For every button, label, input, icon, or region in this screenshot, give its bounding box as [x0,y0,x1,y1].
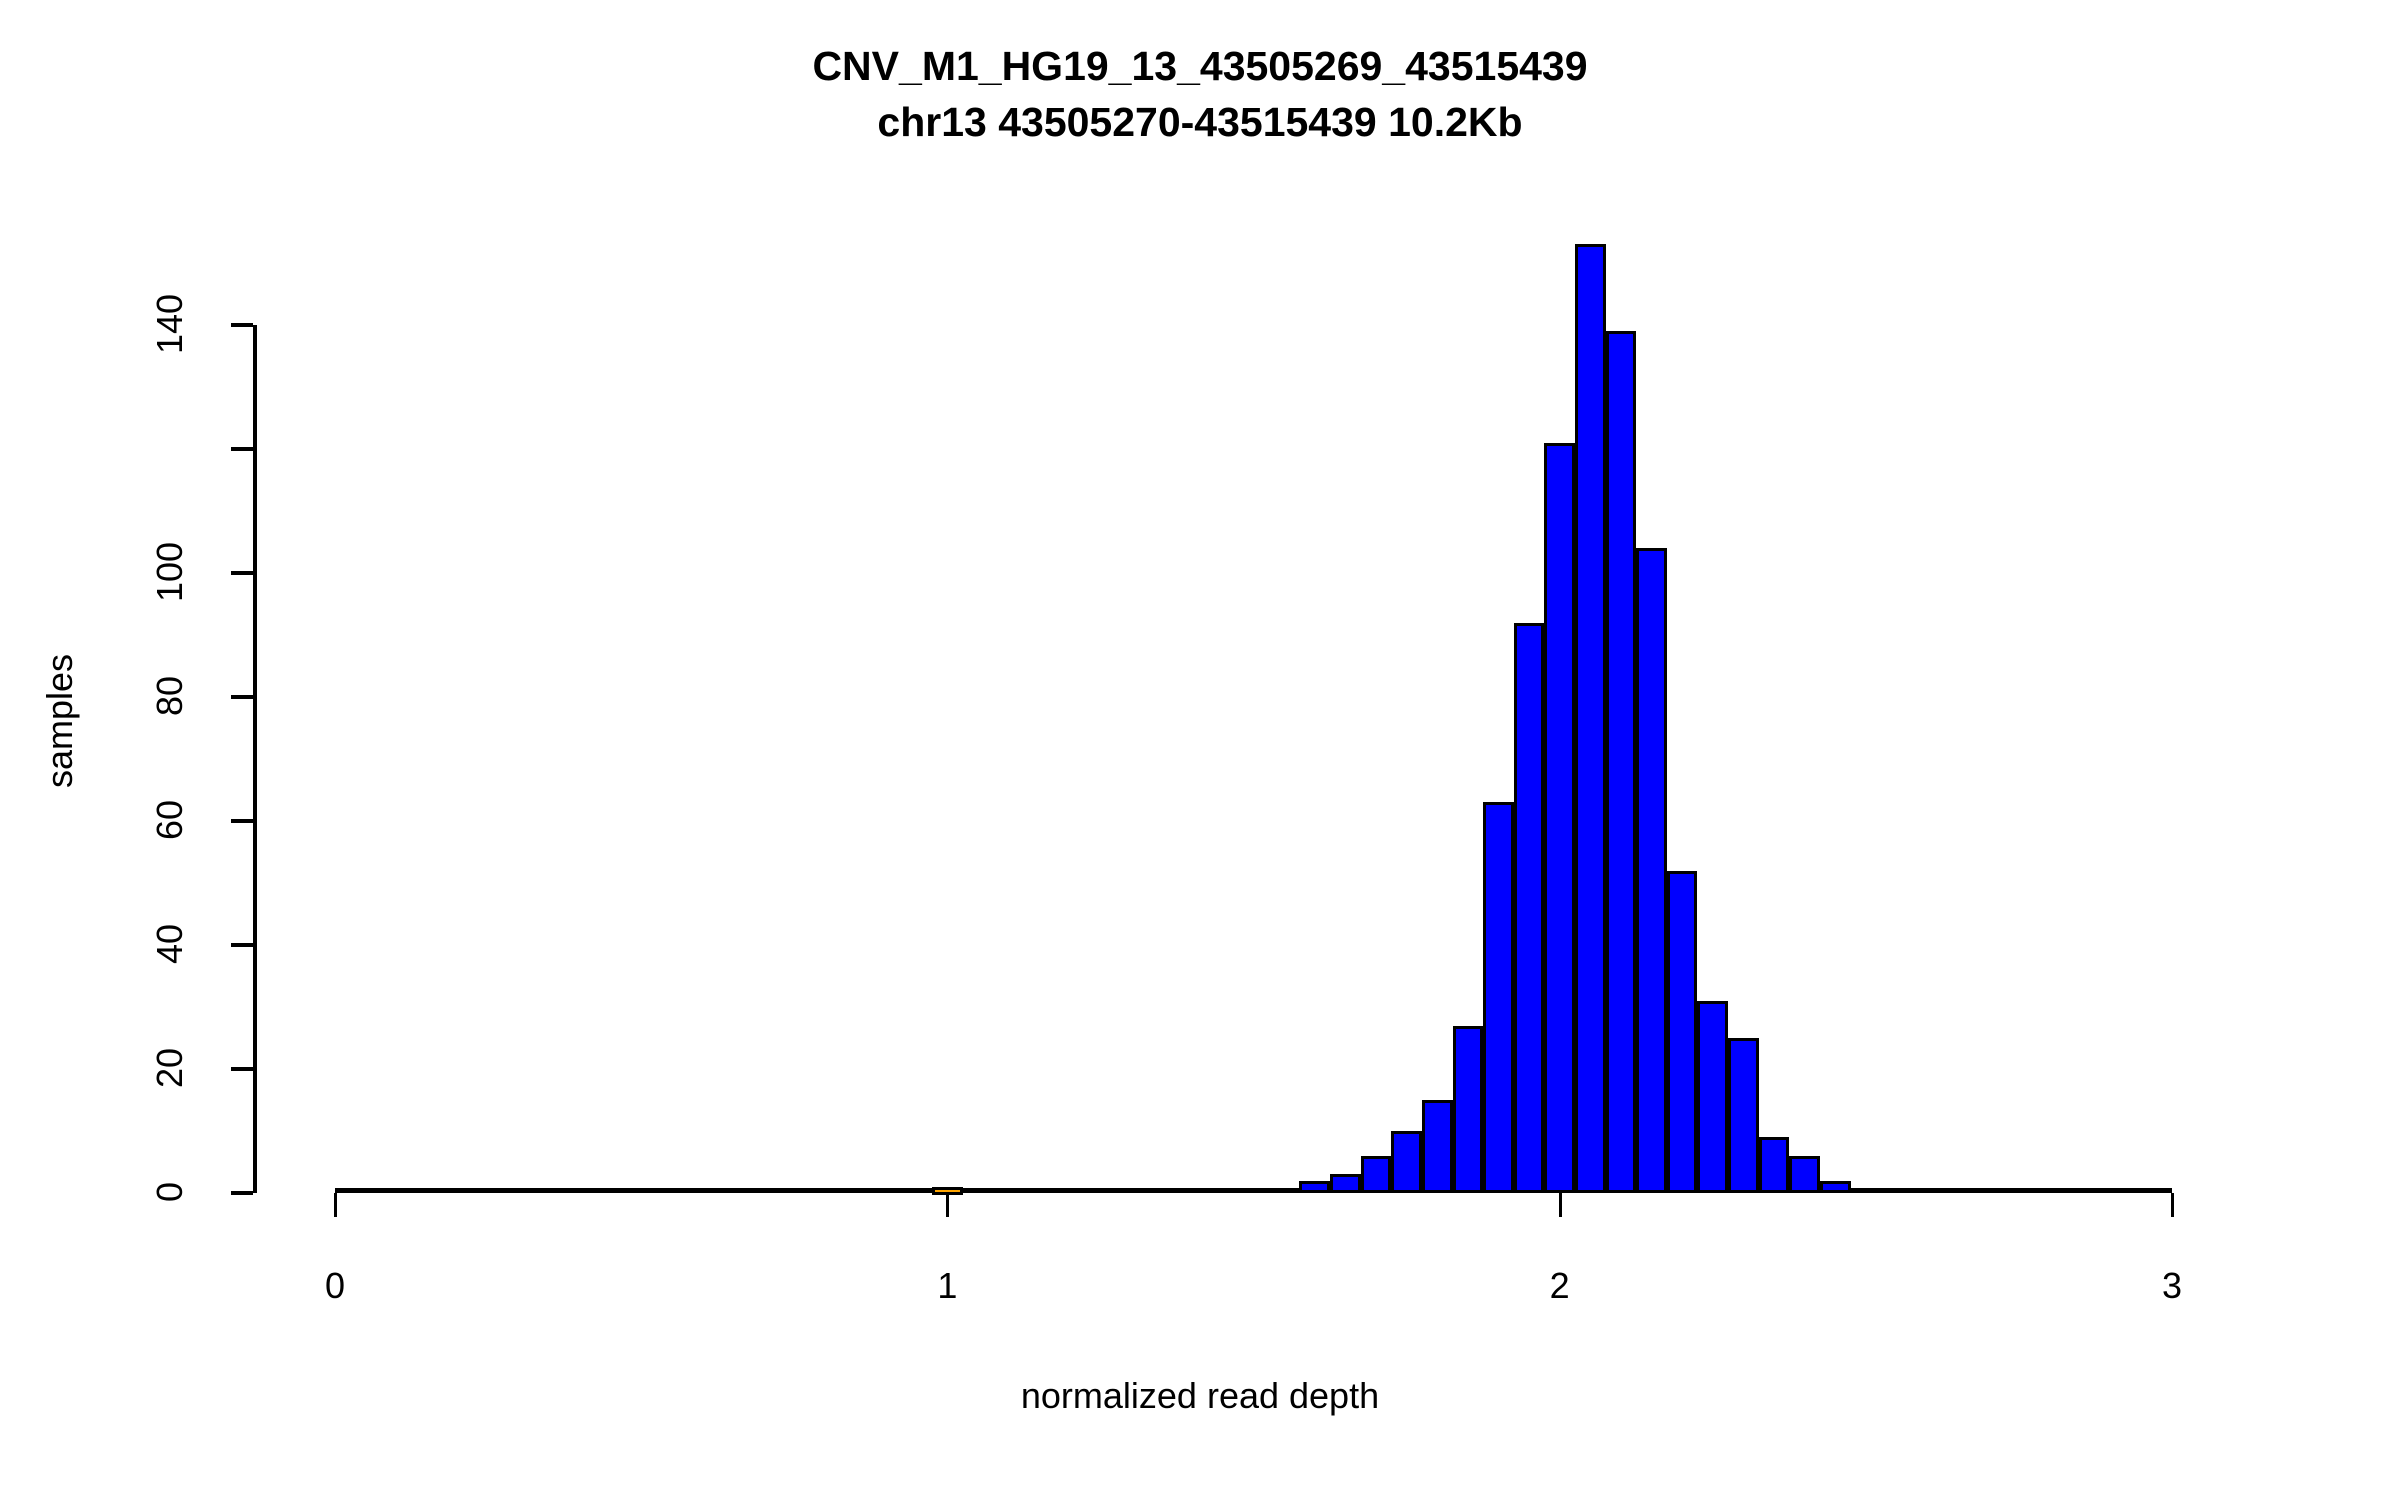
histogram-bar [1819,1180,1851,1193]
histogram-bar [1574,244,1606,1193]
histogram-bar [1758,1137,1790,1193]
chart-title: CNV_M1_HG19_13_43505269_43515439 chr13 4… [0,38,2400,150]
histogram-bar [1391,1131,1422,1193]
y-axis-tick-label: 140 [149,293,190,355]
histogram-bar [1483,802,1514,1193]
histogram-bar [1421,1100,1453,1193]
x-axis-tick [334,1193,337,1217]
y-axis-tick [231,1191,253,1195]
y-axis-tick-label: 20 [149,1047,190,1089]
histogram-bar [1299,1180,1331,1193]
y-axis-tick [231,695,253,699]
y-axis-tick [231,1067,253,1071]
title-line-2: chr13 43505270-43515439 10.2Kb [877,99,1523,145]
x-axis-tick [946,1193,950,1217]
y-axis-tick [231,323,253,327]
x-axis-tick-label: 2 [1549,1265,1570,1306]
x-axis-line [335,1188,2172,1193]
y-axis-tick-label: 80 [149,675,190,717]
y-axis-tick [231,943,253,947]
x-axis-tick-label: 1 [937,1265,958,1306]
y-axis-tick-label: 100 [149,541,190,603]
y-axis-tick-label: 60 [149,799,190,841]
histogram-bar [1452,1025,1484,1193]
y-axis-line [253,325,257,1193]
x-axis-tick-label: 3 [2161,1265,2183,1306]
y-axis-tick [231,819,253,823]
title-line-1: CNV_M1_HG19_13_43505269_43515439 [812,43,1588,89]
x-axis-tick [1558,1193,1562,1217]
x-axis-tick [2171,1193,2174,1217]
y-axis-tick-label: 40 [149,923,190,965]
histogram-bar [1728,1038,1759,1193]
histogram-bar [1666,870,1698,1193]
histogram-bar [1360,1155,1392,1193]
y-axis-tick-label: 0 [149,1181,190,1203]
histogram-bar [1605,331,1637,1193]
y-axis-tick [231,447,253,451]
histogram-bar [1513,622,1545,1193]
histogram-bar [1636,548,1667,1193]
histogram-bar [1789,1155,1820,1193]
histogram-bar [1544,442,1575,1193]
histogram-bar [1330,1174,1361,1193]
y-axis-tick [231,571,253,575]
x-axis-tick-label: 0 [324,1265,346,1306]
histogram-bar [932,1186,963,1195]
histogram-bar [1697,1000,1729,1193]
x-axis-label: normalized read depth [1020,1375,1380,1416]
